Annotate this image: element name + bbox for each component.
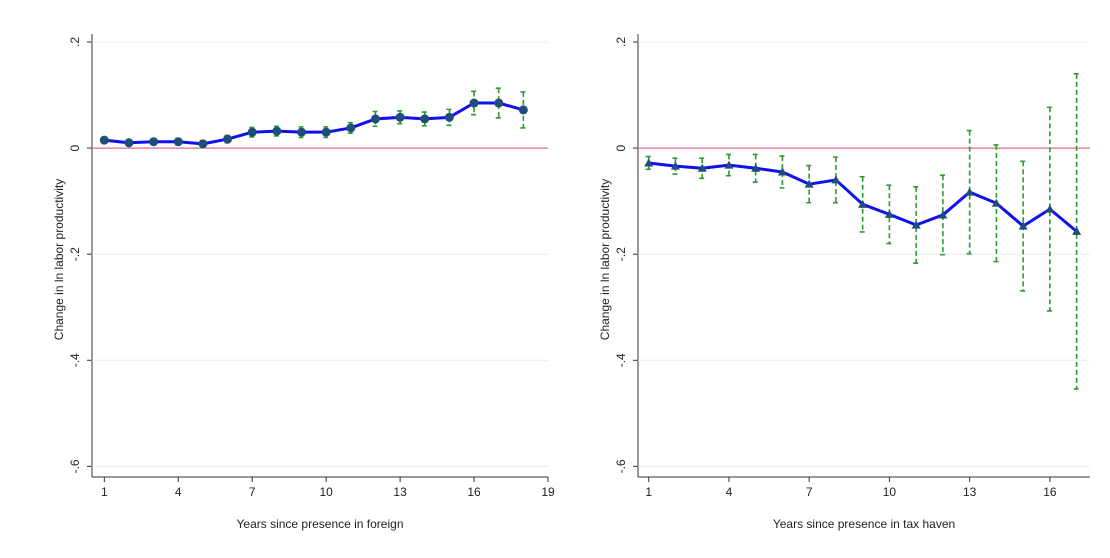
marker: [272, 126, 282, 136]
x-tick-label: 1: [645, 485, 652, 499]
marker: [321, 127, 331, 137]
x-tick-label: 4: [175, 485, 182, 499]
error-bar: [939, 174, 946, 256]
y-tick-label: .2: [614, 37, 628, 47]
marker: [751, 163, 761, 172]
marker: [346, 123, 356, 133]
error-bar: [1046, 106, 1053, 312]
error-bar: [446, 108, 453, 127]
error-bar: [495, 87, 502, 119]
x-tick-label: 19: [541, 485, 555, 499]
marker: [173, 137, 183, 147]
marker: [697, 163, 707, 172]
x-tick-label: 13: [393, 485, 407, 499]
marker: [911, 220, 921, 229]
marker: [370, 114, 380, 124]
marker: [777, 167, 787, 176]
x-tick-label: 7: [249, 485, 256, 499]
error-bar: [672, 157, 679, 175]
chart-panel: .2 0 -.2 -.4 -.6 Change in ln labor productiv…: [52, 34, 555, 531]
marker: [149, 137, 159, 147]
marker: [991, 198, 1001, 207]
data-line: [104, 101, 524, 146]
x-tick-label: 16: [1043, 485, 1057, 499]
marker: [644, 158, 654, 167]
marker: [670, 161, 680, 170]
y-axis-title: Change in ln labor productivity: [598, 179, 612, 340]
marker: [1018, 221, 1028, 230]
x-tick-label: 7: [806, 485, 813, 499]
error-bar: [1073, 73, 1080, 390]
marker: [938, 210, 948, 219]
marker: [518, 105, 528, 115]
y-tick-label: -.6: [614, 459, 628, 473]
marker: [444, 112, 454, 122]
x-tick-label: 10: [883, 485, 897, 499]
x-tick-label: 10: [319, 485, 333, 499]
y-tick-label: -.2: [68, 247, 82, 261]
error-bar: [372, 110, 379, 128]
marker: [420, 114, 430, 124]
x-axis-title: Years since presence in foreign: [237, 517, 404, 531]
x-tick-label: 1: [101, 485, 108, 499]
x-tick-label: 4: [726, 485, 733, 499]
marker: [297, 127, 307, 137]
marker: [469, 98, 479, 108]
error-bar: [421, 111, 428, 127]
marker: [99, 135, 109, 145]
marker: [724, 160, 734, 169]
y-tick-label: 0: [68, 144, 82, 151]
marker: [494, 98, 504, 108]
error-bar: [913, 186, 920, 265]
y-tick-label: 0: [614, 144, 628, 151]
y-tick-label: -.2: [614, 247, 628, 261]
x-tick-label: 13: [963, 485, 977, 499]
chart-panel: .2 0 -.2 -.4 -.6 Change in ln labor productiv…: [598, 34, 1090, 531]
x-axis-title: Years since presence in tax haven: [773, 517, 955, 531]
marker: [247, 127, 257, 137]
marker: [198, 139, 208, 149]
y-axis-title: Change in ln labor productivity: [52, 179, 66, 340]
error-bar: [966, 129, 973, 255]
error-bar: [779, 155, 786, 189]
marker: [804, 179, 814, 188]
x-tick-label: 16: [467, 485, 481, 499]
marker: [395, 112, 405, 122]
marker: [831, 175, 841, 184]
error-bar: [752, 153, 759, 183]
marker: [884, 209, 894, 218]
y-tick-label: -.6: [68, 459, 82, 473]
marker: [858, 199, 868, 208]
y-tick-label: -.4: [68, 353, 82, 367]
marker: [124, 138, 134, 148]
marker: [1072, 226, 1082, 235]
y-tick-label: .2: [68, 37, 82, 47]
marker: [965, 187, 975, 196]
y-tick-label: -.4: [614, 353, 628, 367]
error-bar: [886, 184, 893, 245]
error-bar: [832, 156, 839, 204]
marker: [1045, 204, 1055, 213]
marker: [223, 134, 233, 144]
